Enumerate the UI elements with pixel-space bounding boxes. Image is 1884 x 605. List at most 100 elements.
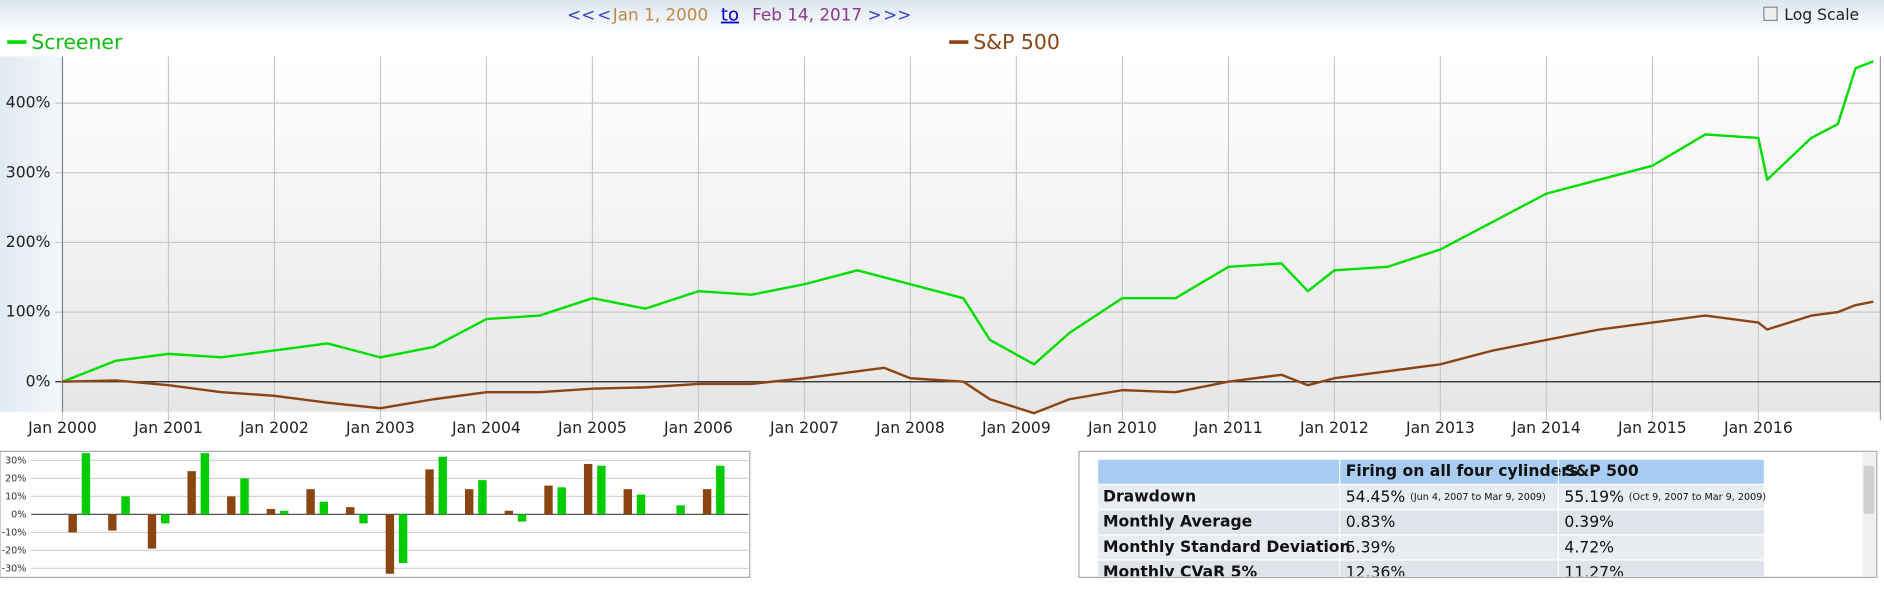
cell-text: 5.39%	[1346, 538, 1396, 556]
cell-value: 5.39%	[1346, 538, 1396, 556]
bar	[438, 456, 447, 515]
plot-bg	[62, 56, 1881, 412]
x-tick-label: Jan 2004	[451, 419, 521, 437]
table-row-bg	[1098, 484, 1764, 509]
y-tick-label: 400%	[6, 94, 51, 112]
bar	[517, 514, 527, 522]
cell-note: (Jun 4, 2007 to Mar 9, 2009)	[1410, 492, 1546, 503]
cell-value: 0.83%	[1346, 513, 1396, 531]
cell-value: 55.19% (Oct 9, 2007 to Mar 9, 2009)	[1564, 487, 1766, 505]
bar	[398, 514, 408, 563]
x-tick-label: Jan 2001	[133, 419, 203, 437]
x-tick-label: Jan 2011	[1193, 419, 1263, 437]
end-date[interactable]: Feb 14, 2017	[752, 5, 862, 25]
cell-note: (Oct 9, 2007 to Mar 9, 2009)	[1629, 492, 1766, 503]
x-tick-label: Jan 2008	[875, 419, 945, 437]
bar	[266, 508, 276, 515]
bar	[200, 453, 210, 515]
bar	[240, 478, 249, 515]
bar	[478, 480, 487, 515]
bar	[346, 507, 355, 515]
bar	[108, 514, 117, 531]
bar	[359, 514, 368, 524]
cell-value: 4.72%	[1564, 538, 1614, 556]
bar	[319, 501, 329, 515]
bar	[676, 505, 685, 515]
bar	[187, 471, 196, 515]
cell-value: 54.45% (Jun 4, 2007 to Mar 9, 2009)	[1346, 487, 1546, 505]
axis-bg	[0, 56, 63, 412]
table-row-bg	[1098, 535, 1764, 560]
row-label: Monthly CVaR 5%	[1103, 563, 1258, 581]
nav-last[interactable]: >>	[883, 5, 911, 25]
row-label: Monthly Standard Deviation	[1103, 538, 1351, 556]
y-tick-label: 0%	[11, 509, 26, 520]
x-tick-label: Jan 2016	[1723, 419, 1793, 437]
bar	[81, 453, 91, 515]
table-row-bg	[1098, 560, 1764, 577]
bar	[68, 514, 77, 533]
cell-text: 11.27%	[1564, 563, 1624, 581]
bar	[544, 485, 553, 515]
column-header: Firing on all four cylinders	[1346, 462, 1579, 480]
bar	[636, 494, 646, 515]
x-tick-label: Jan 2002	[239, 419, 309, 437]
bar	[557, 487, 566, 515]
cell-text: 0.39%	[1564, 513, 1614, 531]
x-tick-label: Jan 2015	[1617, 419, 1687, 437]
bar	[504, 510, 514, 515]
x-tick-label: Jan 2014	[1511, 419, 1581, 437]
header-bg	[0, 0, 1884, 37]
bar	[161, 514, 170, 524]
row-label: Drawdown	[1103, 487, 1196, 505]
x-tick-label: Jan 2003	[345, 419, 415, 437]
y-tick-label: 30%	[5, 455, 26, 466]
bar	[702, 489, 712, 515]
legend-label: Screener	[31, 30, 123, 54]
bar	[716, 465, 725, 515]
x-tick-label: Jan 2013	[1405, 419, 1475, 437]
cell-text: 0.83%	[1346, 513, 1396, 531]
cell-value: 12.36%	[1346, 563, 1406, 581]
nav-next[interactable]: >	[868, 5, 882, 25]
y-tick-label: -20%	[2, 545, 27, 556]
series-line	[62, 60, 1874, 383]
table-row-bg	[1098, 510, 1764, 535]
legend-label: S&P 500	[973, 30, 1060, 54]
y-tick-label: 200%	[6, 233, 51, 251]
log-scale-checkbox[interactable]	[1763, 6, 1778, 22]
bar	[623, 489, 633, 515]
x-tick-label: Jan 2010	[1087, 419, 1157, 437]
x-tick-label: Jan 2000	[27, 419, 97, 437]
nav-prev[interactable]: <	[597, 5, 611, 25]
bar	[306, 489, 315, 515]
y-tick-label: 20%	[5, 473, 26, 484]
cell-value: 11.27%	[1564, 563, 1624, 581]
cell-value: 0.39%	[1564, 513, 1614, 531]
series-line	[62, 300, 1874, 415]
start-date[interactable]: Jan 1, 2000	[612, 5, 708, 25]
x-tick-label: Jan 2012	[1299, 419, 1369, 437]
y-tick-label: 10%	[5, 491, 26, 502]
cell-text: 4.72%	[1564, 538, 1614, 556]
scroll-thumb[interactable]	[1863, 465, 1875, 514]
bar	[425, 469, 434, 515]
nav-first[interactable]: <<	[567, 5, 595, 25]
column-header: S&P 500	[1564, 462, 1638, 480]
bar	[385, 514, 395, 574]
bar	[279, 510, 289, 515]
log-scale-label[interactable]: Log Scale	[1784, 6, 1859, 24]
y-tick-label: -30%	[2, 563, 27, 574]
to-link[interactable]: to	[721, 5, 739, 26]
y-tick-label: 300%	[6, 163, 51, 181]
x-tick-label: Jan 2005	[557, 419, 627, 437]
y-tick-label: -10%	[2, 527, 27, 538]
bar	[583, 463, 593, 515]
row-label: Monthly Average	[1103, 513, 1252, 531]
bar	[147, 514, 157, 549]
bar	[597, 465, 606, 515]
cell-text: 55.19%	[1564, 487, 1624, 505]
